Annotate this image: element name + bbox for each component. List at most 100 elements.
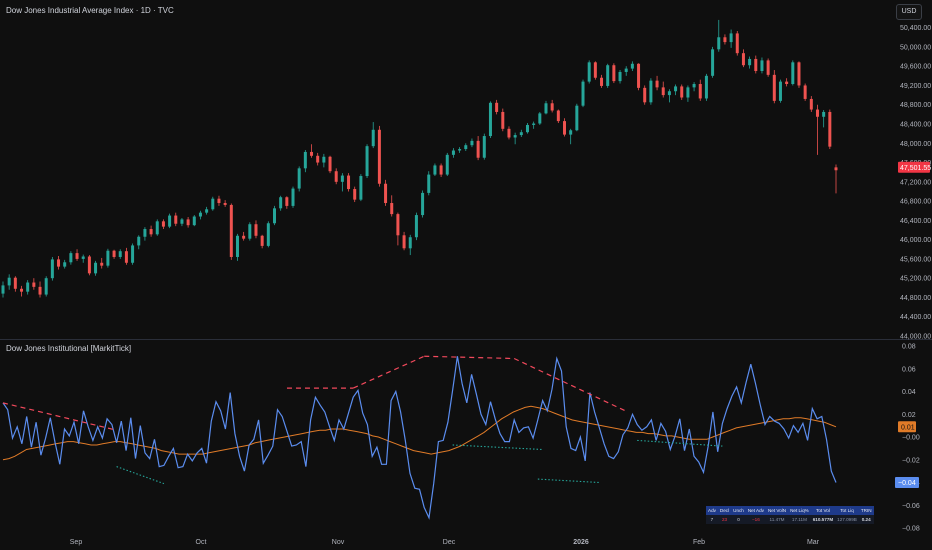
- support-trendline: [452, 444, 543, 451]
- candle-body: [112, 250, 116, 257]
- candle-body: [439, 165, 443, 175]
- candle-body: [556, 110, 560, 122]
- stats-header-cell: Net Adv: [745, 506, 766, 515]
- candle-body: [266, 223, 270, 246]
- currency-button[interactable]: USD: [896, 4, 922, 20]
- candle-body: [63, 262, 67, 267]
- candle-body: [291, 188, 295, 206]
- candle-body: [87, 256, 91, 274]
- stats-value-cell: −16: [745, 515, 766, 524]
- candle-body: [155, 221, 159, 235]
- stats-value-cell: 127.099B: [835, 515, 859, 524]
- candle-body: [359, 176, 363, 200]
- candle-body: [149, 229, 153, 235]
- stats-header-cell: Net VolN: [765, 506, 789, 515]
- stats-header-row: Adv Decl Unch Net Adv Net VolN Net Liq% Tot Vo…: [706, 506, 874, 515]
- candle-body: [353, 189, 357, 200]
- candle-body: [347, 175, 351, 190]
- candle-body: [365, 146, 369, 177]
- indicator-tick-label: −0.08: [902, 526, 920, 533]
- candle-body: [791, 62, 795, 85]
- indicator-tick-label: 0.06: [902, 366, 916, 373]
- value-badges: 47,501.55 0.01 −0.04: [895, 161, 931, 488]
- candle-body: [211, 198, 215, 210]
- indicator-line: [2, 356, 837, 520]
- price-tick-label: 47,200.00: [900, 179, 931, 186]
- candle-body: [729, 33, 733, 43]
- time-tick-label: Oct: [196, 539, 207, 546]
- candle-body: [371, 129, 375, 147]
- price-tick-label: 50,400.00: [900, 25, 931, 32]
- support-trendline: [116, 466, 165, 485]
- time-tick-label: Dec: [443, 539, 456, 546]
- candle-body: [661, 87, 665, 96]
- candle-body: [168, 215, 172, 227]
- candle-body: [723, 37, 727, 43]
- candle-body: [581, 81, 585, 106]
- candle-body: [118, 251, 122, 257]
- candle-body: [260, 235, 264, 246]
- candle-body: [340, 175, 344, 182]
- candle-body: [655, 80, 659, 88]
- stats-header-cell: Decl: [717, 506, 732, 515]
- stats-value-cell: 17.11M: [788, 515, 811, 524]
- candle-body: [402, 235, 406, 249]
- candle-body: [186, 219, 190, 226]
- candle-body: [384, 183, 388, 204]
- candle-body: [69, 253, 73, 263]
- time-tick-label: Sep: [70, 539, 83, 546]
- candle-body: [630, 63, 634, 69]
- stats-table: Adv Decl Unch Net Adv Net VolN Net Liq% Tot Vo…: [706, 506, 874, 524]
- price-axis: 50,400.00 50,000.00 49,600.00 49,200.00 48,8…: [900, 25, 931, 340]
- candle-body: [198, 212, 202, 217]
- candle-body: [569, 130, 573, 135]
- candle-body: [470, 140, 474, 146]
- last-price-label: 47,501.55: [900, 165, 931, 172]
- candle-body: [254, 224, 258, 236]
- support-trendline: [637, 439, 723, 447]
- candle-body: [1, 285, 5, 294]
- candle-body: [192, 216, 196, 226]
- candle-body: [390, 203, 394, 215]
- candle-body: [704, 75, 708, 99]
- candle-body: [698, 84, 702, 99]
- candle-body: [766, 60, 770, 75]
- candle-body: [748, 58, 752, 66]
- indicator-title: Dow Jones Institutional [MarkitTick]: [6, 344, 131, 353]
- resistance-trendline: [513, 357, 629, 413]
- price-tick-label: 48,800.00: [900, 102, 931, 109]
- candle-body: [81, 256, 85, 259]
- candle-body: [414, 215, 418, 238]
- indicator-value-label: −0.04: [898, 480, 916, 487]
- candle-body: [637, 63, 641, 88]
- candle-body: [525, 124, 529, 133]
- candle-body: [285, 197, 289, 206]
- price-tick-label: 49,600.00: [900, 64, 931, 71]
- candle-body: [544, 103, 548, 114]
- price-tick-label: 46,000.00: [900, 237, 931, 244]
- chart-title: Dow Jones Industrial Average Index · 1D …: [6, 6, 174, 15]
- candle-body: [760, 60, 764, 71]
- candle-body: [396, 214, 400, 236]
- candle-body: [618, 71, 622, 82]
- moving-average-line: [2, 405, 837, 461]
- candle-body: [143, 229, 147, 237]
- candle-body: [741, 53, 745, 66]
- indicator-axis: 0.080.060.040.02−0.00−0.02−0.04−0.06−0.0…: [902, 344, 920, 533]
- stats-value-cell: 7: [706, 515, 718, 524]
- candle-body: [316, 155, 320, 163]
- resistance-trendline: [424, 355, 515, 360]
- indicator-tick-label: 0.04: [902, 389, 916, 396]
- candle-body: [501, 111, 505, 129]
- candle-body: [137, 236, 141, 246]
- candle-body: [57, 259, 61, 267]
- price-tick-label: 45,600.00: [900, 256, 931, 263]
- time-tick-label: Mar: [807, 539, 820, 546]
- candle-body: [242, 235, 246, 239]
- candle-body: [217, 198, 221, 204]
- candles: [1, 19, 838, 298]
- candle-body: [7, 277, 11, 286]
- price-tick-label: 44,400.00: [900, 314, 931, 321]
- candle-body: [334, 171, 338, 182]
- price-tick-label: 44,800.00: [900, 295, 931, 302]
